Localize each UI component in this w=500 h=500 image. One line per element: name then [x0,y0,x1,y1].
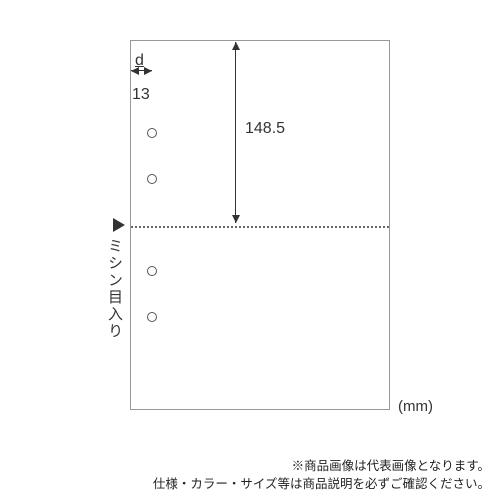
margin-dimension-label: 13 [132,86,150,104]
perforation-line [131,226,389,228]
margin-dimension-arrow [131,70,152,71]
binder-hole-3 [147,266,157,276]
unit-label: (mm) [398,398,433,415]
footer-line-2: 仕様・カラー・サイズ等は商品説明を必ずご確認ください。 [153,475,490,494]
height-dimension-arrow [235,42,236,223]
footer-line-1: ※商品画像は代表画像となります。 [153,457,490,476]
height-dimension-label: 148.5 [245,120,285,138]
footer-disclaimer: ※商品画像は代表画像となります。 仕様・カラー・サイズ等は商品説明を必ずご確認く… [153,457,490,495]
perforation-marker-icon [113,218,125,232]
paper-sheet [130,40,390,410]
binder-hole-4 [147,312,157,322]
margin-symbol: d [135,52,144,70]
perforation-label: ミシン目入り [104,238,125,340]
binder-hole-1 [147,128,157,138]
binder-hole-2 [147,174,157,184]
